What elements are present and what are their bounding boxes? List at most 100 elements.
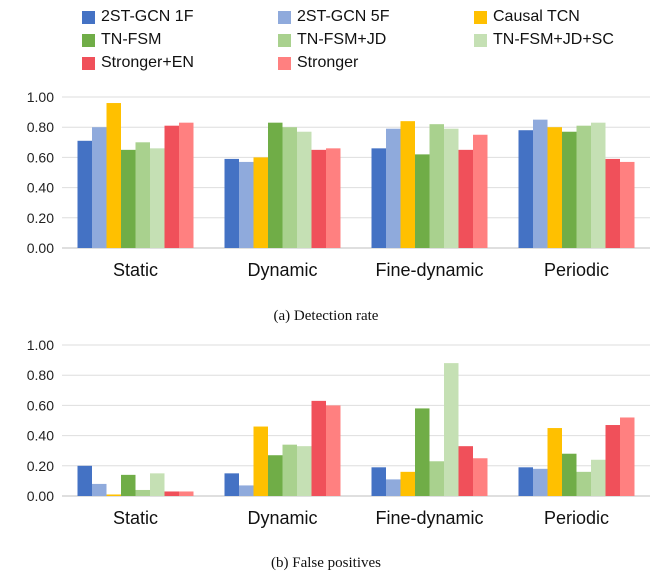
bar [591, 122, 606, 248]
category-label: Periodic [544, 508, 609, 528]
category-label: Fine-dynamic [375, 508, 483, 528]
legend-swatch [474, 10, 487, 24]
y-tick-label: 1.00 [27, 89, 54, 105]
bar [400, 121, 415, 248]
bar [282, 444, 297, 496]
legend-swatch [278, 10, 291, 24]
bar [444, 363, 459, 496]
bar [620, 161, 635, 248]
bar [562, 453, 577, 496]
bar [92, 483, 107, 496]
y-tick-label: 0.60 [27, 397, 54, 413]
bar [326, 405, 341, 496]
bar [591, 459, 606, 496]
bar [164, 491, 179, 496]
bar [135, 489, 150, 496]
detection-rate-caption: (a) Detection rate [273, 308, 379, 324]
bar [311, 400, 326, 496]
legend-item: 2ST-GCN 1F [82, 6, 193, 28]
bar [224, 158, 239, 248]
bar [253, 157, 268, 248]
false-positives-chart: 0.00 0.20 0.40 0.60 0.80 1.00 Static Dynamic Fin… [27, 337, 650, 528]
bar [386, 479, 401, 496]
y-tick-label: 0.20 [27, 210, 54, 226]
legend-label: 2ST-GCN 1F [101, 8, 194, 25]
y-tick-label: 1.00 [27, 337, 54, 353]
bar [371, 467, 386, 496]
bar [326, 148, 341, 248]
y-tick-label: 0.40 [27, 428, 54, 444]
legend-swatch [82, 56, 95, 70]
y-tick-label: 0.60 [27, 149, 54, 165]
bar [415, 154, 430, 248]
bar [473, 458, 488, 496]
legend-label: TN-FSM [101, 31, 162, 48]
category-label: Fine-dynamic [375, 260, 483, 280]
bar [239, 485, 254, 496]
bar [121, 149, 136, 248]
y-tick-label: 0.20 [27, 458, 54, 474]
bar [282, 127, 297, 248]
bar [473, 134, 488, 248]
bar [253, 426, 268, 496]
legend-item: TN-FSM+JD [278, 29, 386, 51]
bar [371, 148, 386, 248]
bar [77, 140, 92, 248]
bar [121, 474, 136, 496]
bar [297, 131, 312, 248]
bar [135, 142, 150, 248]
bar [576, 125, 591, 248]
legend-label: Stronger [297, 54, 359, 71]
bar [179, 491, 194, 496]
bar [518, 130, 533, 248]
bar [415, 408, 430, 496]
bar [164, 125, 179, 248]
category-label: Static [113, 260, 158, 280]
bar [400, 471, 415, 496]
legend-item: Causal TCN [474, 6, 580, 28]
bar [429, 461, 444, 496]
legend-swatch [82, 10, 95, 24]
bar [268, 122, 283, 248]
legend-label: Stronger+EN [101, 54, 194, 71]
bar [533, 468, 548, 496]
category-label: Periodic [544, 260, 609, 280]
bar [429, 124, 444, 248]
legend-swatch [278, 33, 291, 47]
bar [605, 425, 620, 496]
legend-label: 2ST-GCN 5F [297, 8, 390, 25]
legend-label: TN-FSM+JD [297, 31, 387, 48]
bar [562, 131, 577, 248]
bar [576, 471, 591, 496]
bar [444, 128, 459, 248]
bar [179, 122, 194, 248]
bar [106, 103, 121, 248]
legend-item: Stronger+EN [82, 52, 194, 74]
bar [150, 148, 165, 248]
bar [77, 465, 92, 496]
bar [224, 473, 239, 496]
category-label: Dynamic [247, 260, 317, 280]
bar [605, 158, 620, 248]
legend-item: Stronger [278, 52, 358, 74]
detection-rate-chart: 0.00 0.20 0.40 0.60 0.80 1.00 Static Dynamic Fin… [27, 89, 650, 280]
false-positives-caption: (b) False positives [271, 555, 381, 571]
legend-swatch [82, 33, 95, 47]
y-tick-label: 0.40 [27, 180, 54, 196]
category-label: Static [113, 508, 158, 528]
bar [239, 161, 254, 248]
legend-label: TN-FSM+JD+SC [493, 31, 614, 48]
y-tick-label: 0.00 [27, 488, 54, 504]
bar [533, 119, 548, 249]
legend-item: TN-FSM [82, 29, 161, 51]
category-label: Dynamic [247, 508, 317, 528]
bar [458, 446, 473, 496]
legend-item: TN-FSM+JD+SC [474, 29, 614, 51]
legend-swatch [474, 33, 487, 47]
bar [92, 127, 107, 248]
legend-item: 2ST-GCN 5F [278, 6, 389, 28]
bar [386, 128, 401, 248]
bar [268, 455, 283, 496]
bar [150, 473, 165, 496]
bar [547, 127, 562, 248]
